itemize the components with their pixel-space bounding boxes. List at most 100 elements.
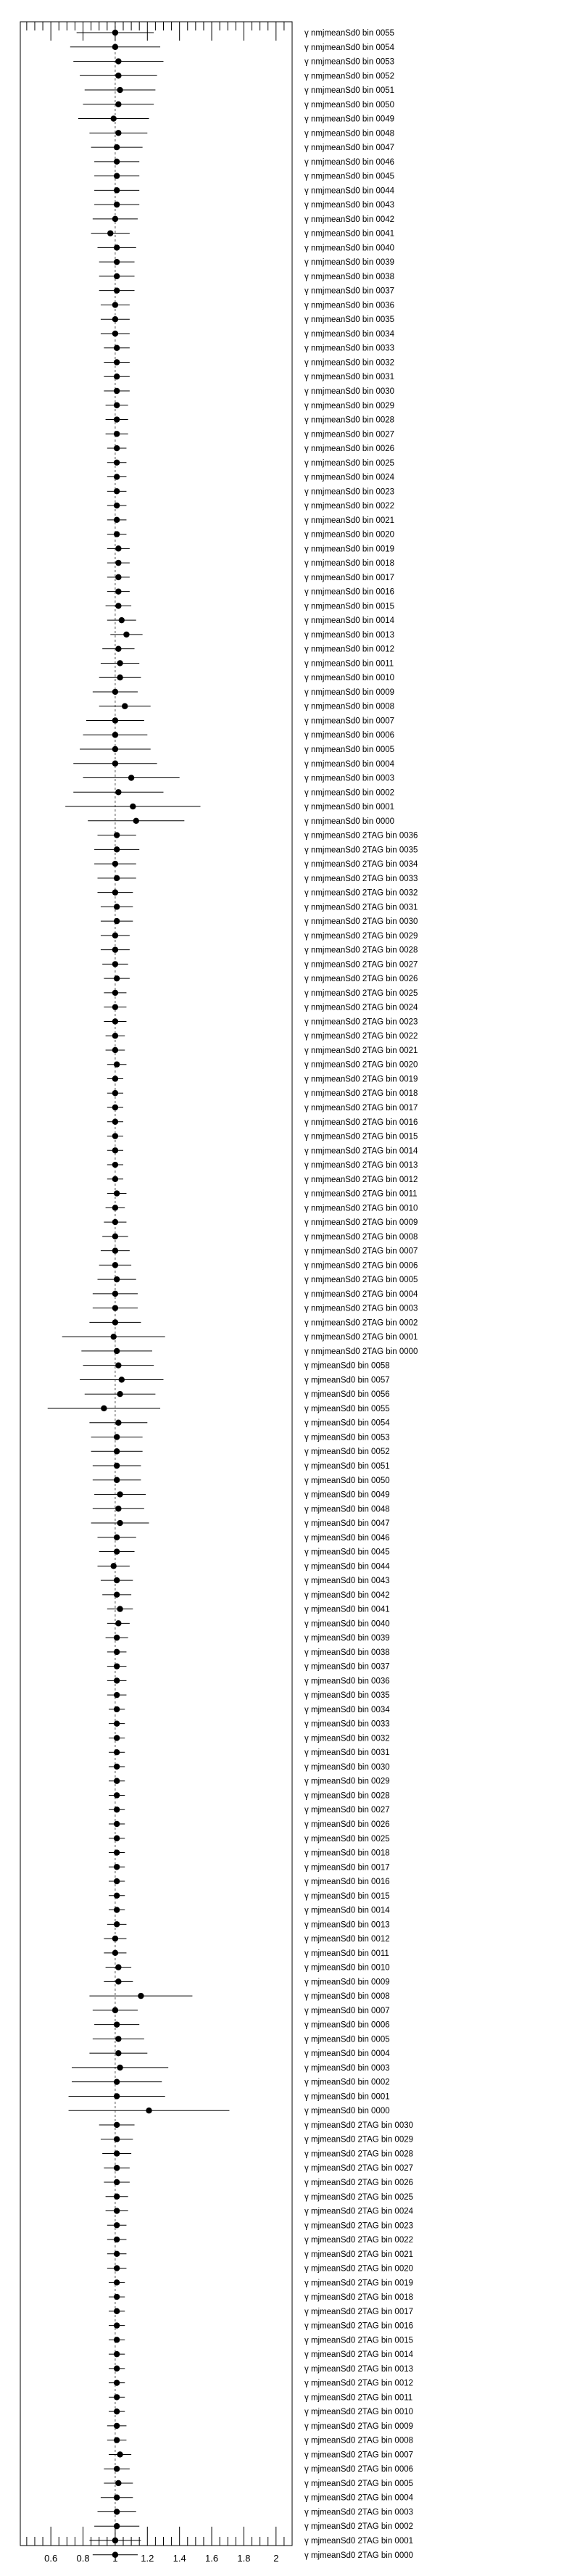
row-label: γ mjmeanSd0 2TAG bin 0015 xyxy=(304,2336,413,2345)
row-label: γ nmjmeanSd0 2TAG bin 0029 xyxy=(304,932,418,941)
data-point xyxy=(115,2480,122,2487)
data-point xyxy=(112,688,119,695)
data-point xyxy=(113,2494,120,2501)
row-label: γ nmjmeanSd0 2TAG bin 0008 xyxy=(304,1233,418,1242)
row-label: γ nmjmeanSd0 bin 0010 xyxy=(304,674,394,682)
data-point xyxy=(113,1534,120,1540)
row-label: γ nmjmeanSd0 2TAG bin 0021 xyxy=(304,1046,418,1055)
row-label: γ mjmeanSd0 bin 0009 xyxy=(304,1978,390,1986)
row-label: γ nmjmeanSd0 bin 0034 xyxy=(304,330,395,339)
data-point xyxy=(113,273,120,280)
data-point xyxy=(113,244,120,251)
data-point xyxy=(112,1133,119,1139)
data-point xyxy=(113,2509,120,2515)
data-point xyxy=(113,1462,120,1469)
row-label: γ mjmeanSd0 bin 0050 xyxy=(304,1477,390,1485)
row-label: γ nmjmeanSd0 bin 0013 xyxy=(304,631,394,640)
row-label: γ nmjmeanSd0 2TAG bin 0001 xyxy=(304,1333,418,1342)
data-point xyxy=(113,173,120,179)
row-label: γ mjmeanSd0 bin 0057 xyxy=(304,1376,390,1384)
data-point xyxy=(118,1376,125,1383)
data-point xyxy=(113,975,120,982)
row-label: γ mjmeanSd0 bin 0041 xyxy=(304,1606,390,1614)
row-label: γ mjmeanSd0 bin 0013 xyxy=(304,1920,390,1929)
row-label: γ mjmeanSd0 bin 0001 xyxy=(304,2092,390,2101)
row-label: γ nmjmeanSd0 2TAG bin 0028 xyxy=(304,946,418,955)
row-label: γ nmjmeanSd0 2TAG bin 0007 xyxy=(304,1247,418,1256)
row-label: γ mjmeanSd0 bin 0011 xyxy=(304,1949,389,1958)
data-point xyxy=(113,359,120,366)
data-point xyxy=(115,58,122,65)
data-point xyxy=(112,1090,119,1097)
row-label: γ mjmeanSd0 bin 0039 xyxy=(304,1634,390,1643)
data-point xyxy=(112,29,119,36)
x-tick-label: 1.8 xyxy=(237,2553,250,2564)
data-point xyxy=(113,1663,120,1669)
data-point xyxy=(113,1634,120,1641)
data-point xyxy=(115,1620,122,1627)
row-label: γ mjmeanSd0 bin 0049 xyxy=(304,1491,390,1500)
row-label: γ nmjmeanSd0 bin 0029 xyxy=(304,402,394,410)
data-point xyxy=(107,230,114,236)
row-label: γ nmjmeanSd0 bin 0052 xyxy=(304,72,394,80)
data-point xyxy=(113,2337,120,2343)
row-label: γ mjmeanSd0 bin 0051 xyxy=(304,1462,390,1471)
data-point xyxy=(112,1218,119,1226)
row-label: γ nmjmeanSd0 bin 0049 xyxy=(304,115,394,124)
row-label: γ nmjmeanSd0 bin 0048 xyxy=(304,129,394,138)
data-point xyxy=(112,1319,119,1326)
row-label: γ mjmeanSd0 2TAG bin 0026 xyxy=(304,2179,413,2187)
row-label: γ nmjmeanSd0 2TAG bin 0033 xyxy=(304,875,418,883)
row-label: γ nmjmeanSd0 2TAG bin 0020 xyxy=(304,1061,418,1070)
data-point xyxy=(113,1577,120,1584)
row-label: γ mjmeanSd0 bin 0037 xyxy=(304,1663,390,1672)
row-label: γ mjmeanSd0 bin 0029 xyxy=(304,1778,390,1786)
data-point xyxy=(113,2078,120,2085)
data-point xyxy=(113,875,120,882)
row-label: γ nmjmeanSd0 2TAG bin 0006 xyxy=(304,1261,418,1270)
row-label: γ mjmeanSd0 2TAG bin 0018 xyxy=(304,2293,413,2302)
data-point xyxy=(115,1506,122,1512)
row-label: γ nmjmeanSd0 bin 0035 xyxy=(304,315,394,324)
row-label: γ nmjmeanSd0 bin 0039 xyxy=(304,258,394,267)
data-point xyxy=(113,2236,120,2243)
row-label: γ mjmeanSd0 2TAG bin 0024 xyxy=(304,2208,414,2216)
data-point xyxy=(113,1691,120,1698)
data-point xyxy=(112,1076,119,1082)
data-point xyxy=(113,1706,120,1713)
data-point xyxy=(113,2121,120,2129)
x-tick-label: 0.6 xyxy=(44,2553,57,2564)
data-point xyxy=(118,616,125,624)
data-point xyxy=(138,1992,144,1999)
data-point xyxy=(115,603,122,609)
data-point xyxy=(113,846,120,853)
row-label: γ mjmeanSd0 bin 0027 xyxy=(304,1806,390,1815)
row-label: γ mjmeanSd0 2TAG bin 0007 xyxy=(304,2451,413,2459)
data-point xyxy=(110,1333,117,1340)
row-label: γ nmjmeanSd0 bin 0024 xyxy=(304,474,395,482)
x-tick-label: 0.8 xyxy=(76,2553,89,2564)
data-point xyxy=(113,2222,120,2229)
data-point xyxy=(113,1864,120,1870)
data-point xyxy=(113,1778,120,1784)
data-point xyxy=(112,316,119,323)
row-label: γ mjmeanSd0 bin 0054 xyxy=(304,1419,390,1428)
data-point xyxy=(110,1563,117,1569)
data-point xyxy=(113,1276,120,1283)
data-points xyxy=(101,29,152,2558)
data-point xyxy=(117,2064,123,2071)
data-point xyxy=(113,1835,120,1841)
data-point xyxy=(112,1205,119,1211)
data-point xyxy=(117,660,123,666)
plot-frame xyxy=(20,21,293,2546)
data-point xyxy=(112,1018,119,1025)
x-tick-label: 2 xyxy=(273,2553,278,2564)
row-label: γ mjmeanSd0 bin 0000 xyxy=(304,2107,390,2115)
data-point xyxy=(115,2036,122,2042)
row-label: γ nmjmeanSd0 bin 0014 xyxy=(304,616,395,625)
data-point xyxy=(113,2136,120,2142)
row-label: γ mjmeanSd0 bin 0038 xyxy=(304,1648,390,1657)
data-point xyxy=(112,2537,119,2544)
data-point xyxy=(112,330,119,337)
